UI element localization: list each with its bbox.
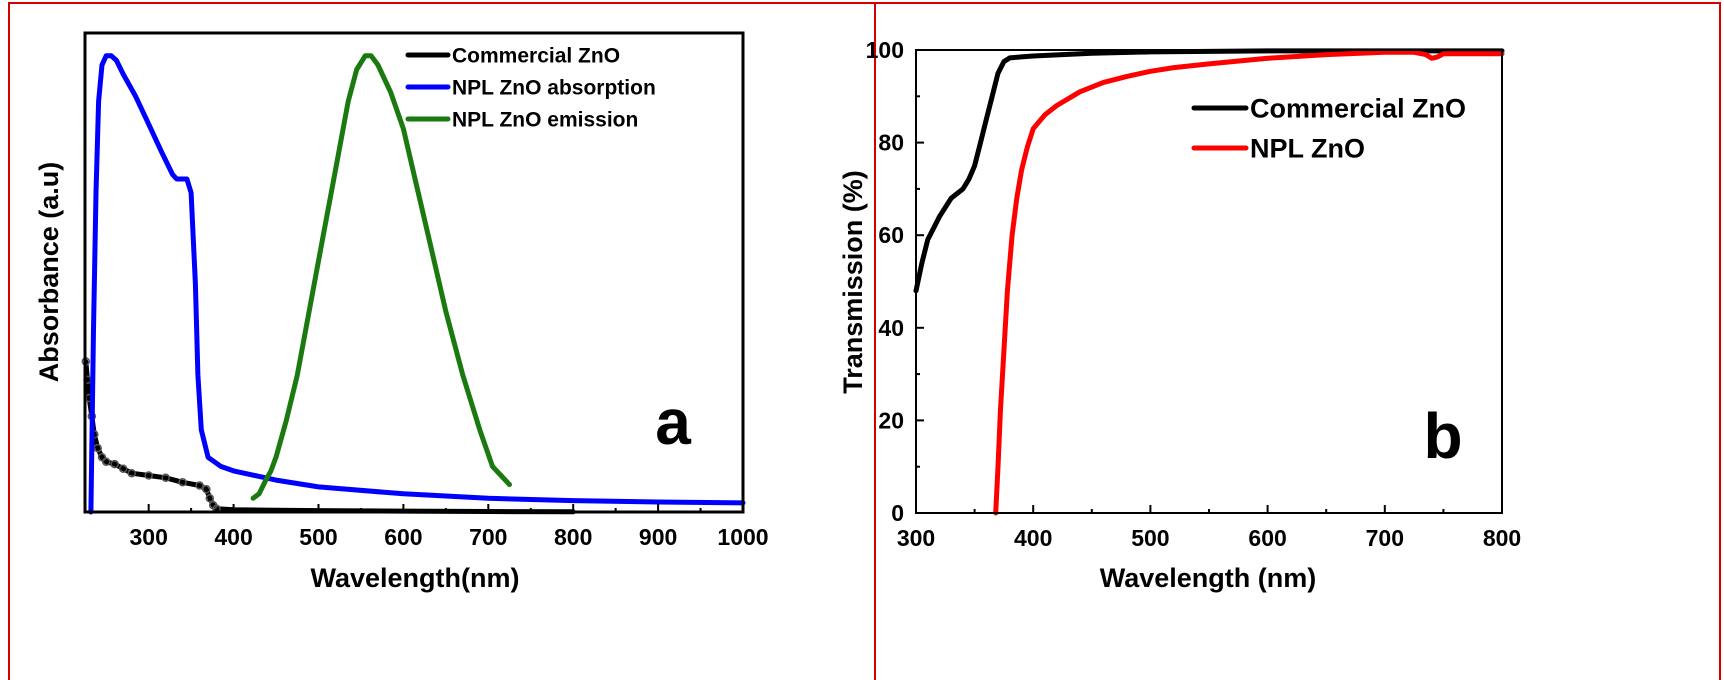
chart-a-plot-frame	[83, 31, 745, 514]
chart-b-x-tick-label-1: 400	[1014, 525, 1052, 551]
chart-b-panel-label: b	[1423, 400, 1462, 472]
chart-b-x-axis-title: Wavelength (nm)	[1100, 563, 1317, 593]
chart-b-legend-label-0: Commercial ZnO	[1250, 94, 1466, 124]
chart-b-series-1-line	[993, 49, 1505, 516]
chart-b-x-tick-label-2: 500	[1131, 525, 1169, 551]
chart-a-series-0-point-8	[110, 459, 119, 469]
chart-a-series-0-point-9	[118, 464, 128, 473]
chart-a-series-0-point-10	[127, 468, 136, 478]
chart-a-series-0-point-6	[97, 453, 107, 462]
chart-a-series-1-line	[88, 53, 746, 515]
chart-a-x-tick-label-5: 800	[554, 524, 592, 550]
chart-a-x-tick-label-4: 700	[469, 524, 507, 550]
panel-b-border	[874, 2, 1721, 680]
chart-a-series	[81, 53, 746, 515]
chart-b-y-tick-label-3: 60	[878, 222, 904, 248]
chart-b-legend: Commercial ZnO NPL ZnO	[1191, 94, 1466, 164]
chart-b-y-tick-label-5: 100	[866, 37, 904, 63]
chart-b-x-tick-label-4: 700	[1366, 525, 1404, 551]
chart-b-series	[913, 48, 1505, 516]
chart-a-legend-label-1: NPL ZnO absorption	[452, 77, 656, 100]
chart-a-y-axis-title: Absorbance (a.u)	[34, 162, 64, 383]
chart-a-legend-label-2: NPL ZnO emission	[452, 109, 638, 132]
chart-a-x-tick-label-6: 900	[639, 524, 677, 550]
chart-a-x-tick-label-3: 600	[384, 524, 422, 550]
chart-b: 300 400 500 600 700 800 0 20 40 60 80 100 Waveleng…	[838, 37, 1521, 593]
chart-a-series-0-point-7	[101, 457, 111, 467]
chart-a-x-tick-label-1: 400	[214, 524, 252, 550]
chart-a-series-0-point-15	[202, 484, 211, 494]
chart-a-series-0-point-14	[195, 481, 204, 490]
chart-b-x-tick-label-3: 600	[1248, 525, 1286, 551]
chart-a-x-axis-title: Wavelength(nm)	[311, 563, 520, 593]
chart-a: 300 400 500 600 700 800 900 1000 Wavelength(nm)…	[34, 31, 769, 593]
chart-b-y-tick-label-4: 80	[878, 130, 904, 156]
chart-a-x-ticks: 300 400 500 600 700 800 900 1000	[129, 504, 769, 550]
chart-b-x-tick-label-0: 300	[897, 525, 935, 551]
chart-b-y-axis-title: Transmission (%)	[838, 170, 868, 394]
chart-b-y-ticks: 0 20 40 60 80 100	[866, 37, 924, 526]
chart-a-panel-label: a	[655, 386, 691, 458]
chart-a-legend: Commercial ZnO NPL ZnO absorption NPL ZnO …	[405, 45, 656, 132]
chart-a-series-2-line	[250, 53, 512, 501]
chart-b-x-tick-label-5: 800	[1483, 525, 1521, 551]
chart-b-legend-label-1: NPL ZnO	[1250, 134, 1365, 164]
chart-a-x-tick-label-0: 300	[129, 524, 167, 550]
chart-b-y-tick-label-2: 40	[878, 315, 904, 341]
chart-b-series-0-line	[913, 48, 1505, 294]
chart-a-legend-label-0: Commercial ZnO	[452, 45, 620, 68]
chart-b-y-tick-label-1: 20	[878, 407, 904, 433]
chart-a-x-tick-label-7: 1000	[717, 524, 768, 550]
chart-a-series-0-point-11	[144, 471, 153, 480]
chart-b-x-ticks: 300 400 500 600 700 800	[897, 505, 1521, 551]
chart-a-series-0-point-13	[178, 478, 187, 487]
chart-a-x-tick-label-2: 500	[299, 524, 337, 550]
chart-b-y-tick-label-0: 0	[891, 500, 904, 526]
chart-a-series-0-point-16	[205, 494, 215, 503]
chart-a-series-0-point-12	[161, 473, 170, 483]
